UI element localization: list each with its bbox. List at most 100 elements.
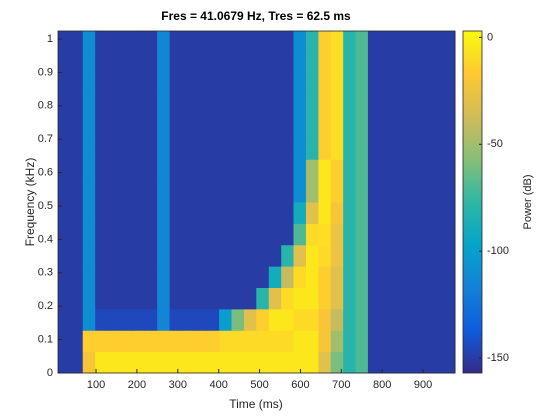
heat-cell (380, 244, 394, 267)
heat-cell (430, 244, 443, 267)
heat-cell (405, 287, 419, 310)
heat-cell (330, 266, 344, 288)
heat-cell (380, 180, 394, 203)
heat-cell (194, 287, 208, 310)
heat-cell (119, 266, 133, 288)
heat-cell (256, 330, 270, 353)
heat-cell (70, 308, 84, 331)
heat-cell (417, 351, 431, 374)
heat-cell (169, 116, 183, 139)
heat-cell (318, 330, 332, 353)
heat-cell (107, 351, 121, 374)
heat-cell (367, 308, 381, 331)
heat-cell (367, 202, 381, 224)
heat-cell (367, 223, 381, 246)
heat-cell (119, 180, 133, 203)
heat-cell (268, 202, 282, 224)
heat-cell (367, 73, 381, 96)
y-tick-label: 0.4 (38, 233, 53, 245)
heat-cell (405, 202, 419, 224)
heat-cell (144, 31, 158, 53)
heat-cell (107, 266, 121, 288)
heat-cell (380, 31, 394, 53)
heat-cell (281, 180, 295, 203)
heat-cell (119, 202, 133, 224)
heat-cell (107, 116, 121, 139)
x-tick-label: 400 (210, 379, 228, 391)
y-tick-label: 0 (47, 367, 53, 379)
heat-cell (95, 52, 108, 75)
heat-cell (144, 116, 158, 139)
heat-cell (70, 287, 84, 310)
heat-cell (107, 52, 121, 75)
heat-cell (244, 244, 257, 267)
heat-cell (82, 180, 96, 203)
heat-cell (343, 223, 357, 246)
heat-cell (219, 137, 233, 160)
heat-cell (244, 223, 257, 246)
heat-cell (405, 116, 419, 139)
heat-cell (132, 180, 146, 203)
heat-cell (256, 287, 270, 310)
heat-cell (417, 180, 431, 203)
heat-cell (392, 351, 406, 374)
heat-cell (256, 351, 270, 374)
heat-cell (107, 31, 121, 53)
heat-cell (194, 266, 208, 288)
heat-cell (194, 95, 208, 117)
heat-cell (305, 244, 319, 267)
heat-cell (169, 73, 183, 96)
heat-cell (281, 287, 295, 310)
heat-cell (119, 116, 133, 139)
x-tick-label: 200 (128, 379, 146, 391)
heat-cell (244, 180, 257, 203)
heat-cell (169, 287, 183, 310)
heat-cell (417, 244, 431, 267)
heat-cell (268, 52, 282, 75)
heat-cell (144, 287, 158, 310)
heat-cell (194, 244, 208, 267)
heat-cell (405, 137, 419, 160)
heat-cell (194, 223, 208, 246)
heat-cell (268, 180, 282, 203)
heat-cell (281, 330, 295, 353)
heat-cell (405, 31, 419, 53)
heat-cell (343, 330, 357, 353)
heat-cell (194, 31, 208, 53)
heat-cell (58, 180, 71, 203)
heat-cell (206, 159, 220, 182)
heat-cell (157, 223, 171, 246)
heat-cell (157, 244, 171, 267)
heat-cell (58, 308, 71, 331)
heat-cell (231, 244, 245, 267)
heat-cell (206, 52, 220, 75)
heat-cell (355, 244, 369, 267)
heat-cell (181, 308, 195, 331)
heat-cell (231, 330, 245, 353)
heat-cell (70, 73, 84, 96)
heat-cell (107, 330, 121, 353)
heat-cell (330, 244, 344, 267)
heat-cell (157, 308, 171, 331)
heat-cell (119, 52, 133, 75)
heat-cell (430, 137, 443, 160)
heat-cell (231, 52, 245, 75)
heat-cell (380, 330, 394, 353)
heat-cell (219, 244, 233, 267)
heat-cell (206, 330, 220, 353)
heat-cell (293, 330, 307, 353)
heat-cell (268, 137, 282, 160)
heat-cell (430, 95, 443, 117)
heat-cell (405, 73, 419, 96)
heat-cell (293, 223, 307, 246)
heat-cell (256, 180, 270, 203)
heat-cell (144, 308, 158, 331)
heat-cell (157, 330, 171, 353)
heat-cell (268, 308, 282, 331)
x-tick-label: 300 (169, 379, 187, 391)
heat-cell (392, 223, 406, 246)
heat-cell (417, 308, 431, 331)
heat-cell (268, 116, 282, 139)
heat-cell (281, 308, 295, 331)
